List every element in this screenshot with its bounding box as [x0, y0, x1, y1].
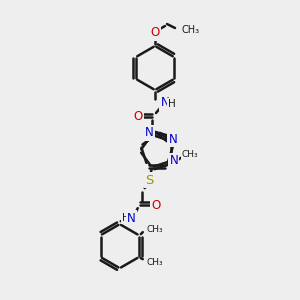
Text: H: H [168, 99, 176, 109]
Text: CH₃: CH₃ [182, 151, 198, 160]
Text: O: O [134, 110, 142, 124]
Text: S: S [146, 174, 154, 187]
Text: N: N [169, 154, 178, 167]
Text: N: N [160, 97, 169, 110]
Text: N: N [128, 212, 136, 225]
Text: O: O [151, 199, 160, 212]
Text: O: O [150, 26, 160, 40]
Text: N: N [168, 133, 177, 146]
Text: CH₃: CH₃ [146, 225, 163, 234]
Text: N: N [146, 126, 154, 139]
Text: H: H [122, 213, 130, 223]
Text: CH₃: CH₃ [181, 25, 199, 35]
Text: CH₃: CH₃ [146, 258, 163, 267]
